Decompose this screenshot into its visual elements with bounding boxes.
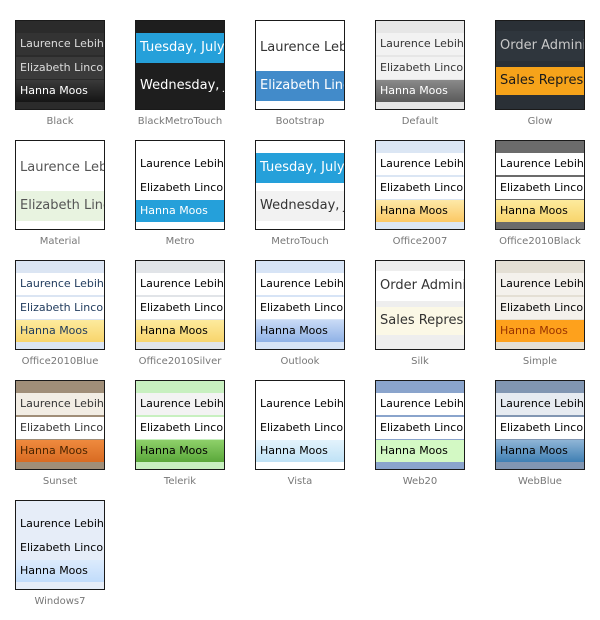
- list-item[interactable]: Laurence Lebihan: [16, 33, 104, 55]
- skin-caption: Metro: [165, 236, 195, 247]
- list-item[interactable]: Laurence Lebihan: [376, 153, 464, 175]
- list-item[interactable]: Elizabeth Lincoln: [136, 417, 224, 439]
- list-item[interactable]: Hanna Moos: [256, 440, 344, 462]
- list-item[interactable]: Wednesday, J: [136, 71, 224, 101]
- list-item[interactable]: Sales Represen: [376, 307, 464, 335]
- list-item[interactable]: Laurence Lebihan: [136, 393, 224, 415]
- list-item[interactable]: Elizabeth Lincoln: [256, 297, 344, 319]
- list-item[interactable]: Tuesday, July: [136, 33, 224, 63]
- list-item[interactable]: Laurence Lebihan: [136, 153, 224, 175]
- list-item[interactable]: Elizabeth Lincoln: [496, 177, 584, 199]
- skin-caption: Default: [401, 116, 439, 127]
- list-item[interactable]: Elizabeth Lincoln: [136, 297, 224, 319]
- list-item[interactable]: Hanna Moos: [376, 200, 464, 222]
- list-item[interactable]: Elizabeth Linco: [256, 71, 344, 101]
- list-item[interactable]: Elizabeth Lincoln: [16, 297, 104, 319]
- list-item[interactable]: Hanna Moos: [136, 440, 224, 462]
- skin-preview[interactable]: Order Administ Sales Represen: [375, 260, 465, 350]
- list-item[interactable]: Hanna Moos: [256, 320, 344, 342]
- list-item[interactable]: Elizabeth Lincoln: [16, 57, 104, 79]
- skin-caption: Telerik: [163, 476, 197, 487]
- skin-caption: Office2010Silver: [138, 356, 222, 367]
- skin-caption: Glow: [527, 116, 553, 127]
- skin-preview[interactable]: Tuesday, July Wednesday, J: [255, 140, 345, 230]
- list-item[interactable]: Laurence Lebihan: [16, 273, 104, 295]
- skin-preview[interactable]: Laurence Leb Elizabeth Linco: [255, 20, 345, 110]
- skin-caption: Simple: [522, 356, 558, 367]
- list-item[interactable]: Order Administ: [496, 31, 584, 61]
- list-item[interactable]: Laurence Lebihan: [16, 513, 104, 535]
- list-item[interactable]: Hanna Moos: [16, 320, 104, 342]
- list-item[interactable]: Elizabeth Lincoln: [256, 417, 344, 439]
- list-item[interactable]: Elizabeth Lincoln: [496, 297, 584, 319]
- list-item[interactable]: Tuesday, July: [256, 153, 344, 183]
- skin-caption: Vista: [287, 476, 313, 487]
- list-item[interactable]: Elizabeth Lincoln: [376, 177, 464, 199]
- skin-preview[interactable]: Tuesday, July Wednesday, J: [135, 20, 225, 110]
- list-item[interactable]: Laurence Leb: [256, 33, 344, 63]
- list-item[interactable]: Elizabeth Lincoln: [136, 177, 224, 199]
- list-item[interactable]: Hanna Moos: [16, 80, 104, 102]
- skin-caption: Outlook: [280, 356, 320, 367]
- list-item[interactable]: Wednesday, J: [256, 191, 344, 221]
- skin-caption: Office2010Black: [499, 236, 581, 247]
- list-item[interactable]: Hanna Moos: [16, 560, 104, 582]
- list-item[interactable]: Laurence Lebihan: [376, 33, 464, 55]
- list-item[interactable]: Hanna Moos: [376, 80, 464, 102]
- list-item[interactable]: Laurence Lebihan: [376, 393, 464, 415]
- list-item[interactable]: Elizabeth Lincoln: [376, 57, 464, 79]
- list-item[interactable]: Hanna Moos: [136, 200, 224, 222]
- skin-caption: Office2010Blue: [21, 356, 99, 367]
- list-item[interactable]: Hanna Moos: [496, 440, 584, 462]
- list-item[interactable]: Laurence Lebil: [16, 153, 104, 183]
- skin-caption: Material: [39, 236, 81, 247]
- skin-caption: Bootstrap: [275, 116, 325, 127]
- list-item[interactable]: Elizabeth Lincoln: [16, 537, 104, 559]
- list-item[interactable]: Laurence Lebihan: [256, 393, 344, 415]
- skin-caption: WebBlue: [518, 476, 562, 487]
- list-item[interactable]: Order Administ: [376, 271, 464, 301]
- list-item[interactable]: Sales Represen: [496, 67, 584, 95]
- list-item[interactable]: Hanna Moos: [136, 320, 224, 342]
- list-item[interactable]: Hanna Moos: [376, 440, 464, 462]
- list-item[interactable]: Elizabeth Lincoln: [496, 417, 584, 439]
- list-item[interactable]: Hanna Moos: [16, 440, 104, 462]
- skin-caption: BlackMetroTouch: [137, 116, 223, 127]
- skin-caption: Black: [46, 116, 74, 127]
- skin-caption: Silk: [411, 356, 429, 367]
- list-item[interactable]: Laurence Lebihan: [496, 273, 584, 295]
- skin-caption: Sunset: [42, 476, 78, 487]
- skin-caption: MetroTouch: [271, 236, 329, 247]
- skin-caption: Office2007: [392, 236, 448, 247]
- skin-caption: Windows7: [34, 596, 86, 607]
- list-item[interactable]: Laurence Lebihan: [496, 393, 584, 415]
- list-item[interactable]: Laurence Lebihan: [256, 273, 344, 295]
- skin-preview[interactable]: Order Administ Sales Represen: [495, 20, 585, 110]
- list-item[interactable]: Laurence Lebihan: [136, 273, 224, 295]
- list-item[interactable]: Hanna Moos: [496, 200, 584, 222]
- skin-caption: Web20: [402, 476, 438, 487]
- list-item[interactable]: Elizabeth Lincoln: [376, 417, 464, 439]
- skin-preview[interactable]: Laurence Lebil Elizabeth Linco: [15, 140, 105, 230]
- list-item[interactable]: Laurence Lebihan: [496, 153, 584, 175]
- list-item[interactable]: Elizabeth Linco: [16, 191, 104, 221]
- list-item[interactable]: Hanna Moos: [496, 320, 584, 342]
- list-item[interactable]: Laurence Lebihan: [16, 393, 104, 415]
- list-item[interactable]: Elizabeth Lincoln: [16, 417, 104, 439]
